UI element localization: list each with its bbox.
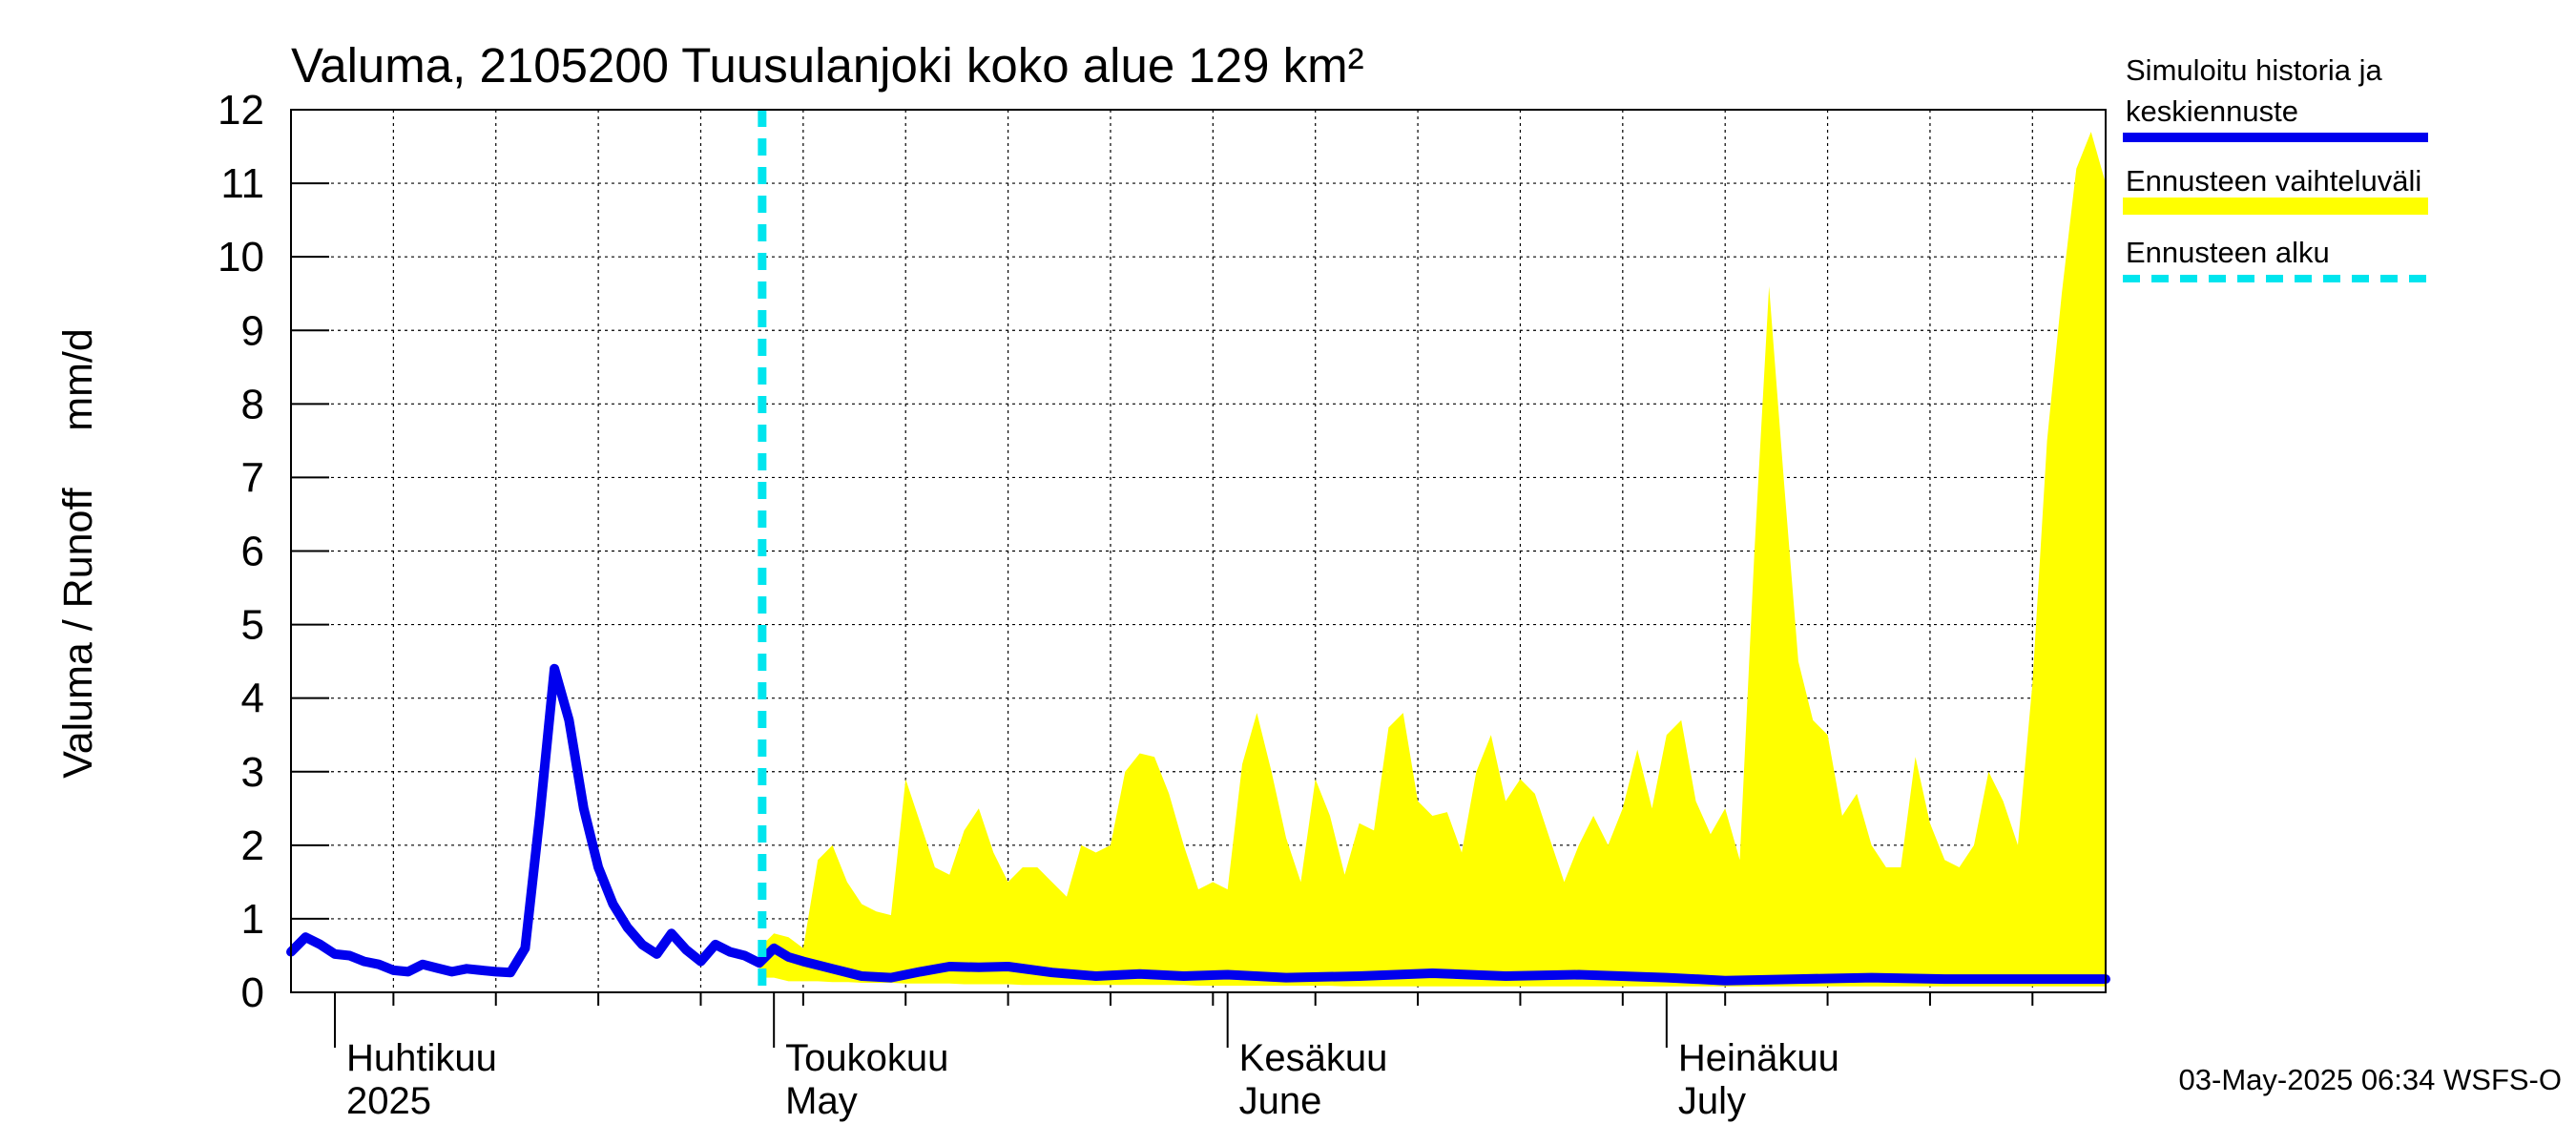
y-tick-label: 10 [218, 234, 264, 281]
month-label-en: July [1678, 1080, 1746, 1122]
month-label-en: June [1239, 1080, 1322, 1122]
chart-title: Valuma, 2105200 Tuusulanjoki koko alue 1… [291, 38, 1364, 93]
forecast-range-area [758, 132, 2106, 987]
legend-label-range: Ennusteen vaihteluväli [2126, 164, 2421, 198]
y-tick-label: 0 [241, 969, 264, 1016]
median-line [286, 663, 2110, 986]
month-label-fi: Toukokuu [785, 1037, 948, 1079]
legend: Simuloitu historia ja keskiennuste Ennus… [2123, 53, 2428, 282]
y-tick-label: 9 [241, 307, 264, 354]
y-axis-label: Valuma / Runoff mm/d [55, 328, 101, 779]
forecast-range-layer [758, 132, 2106, 987]
median-line-layer [286, 663, 2110, 986]
month-label-en: May [785, 1080, 858, 1122]
y-tick-label: 11 [220, 160, 264, 207]
y-tick-label: 4 [241, 676, 264, 722]
y-tick-label: 5 [241, 602, 264, 649]
y-tick-label: 2 [241, 822, 264, 869]
y-tick-label: 6 [241, 529, 264, 575]
month-label-fi: Kesäkuu [1239, 1037, 1388, 1079]
legend-label-forecast-start: Ennusteen alku [2126, 236, 2330, 269]
y-tick-label: 1 [241, 896, 264, 943]
month-label-en: 2025 [346, 1080, 431, 1122]
legend-label-median-line1: Simuloitu historia ja [2126, 53, 2383, 87]
legend-label-median-line2: keskiennuste [2126, 94, 2298, 128]
y-tick-label: 3 [241, 749, 264, 796]
month-label-fi: Huhtikuu [346, 1037, 497, 1079]
y-tick-label: 12 [218, 87, 264, 134]
y-tick-label: 7 [241, 454, 264, 501]
footer-timestamp: 03-May-2025 06:34 WSFS-O [2179, 1063, 2562, 1096]
month-label-fi: Heinäkuu [1678, 1037, 1839, 1079]
y-tick-label: 8 [241, 381, 264, 427]
